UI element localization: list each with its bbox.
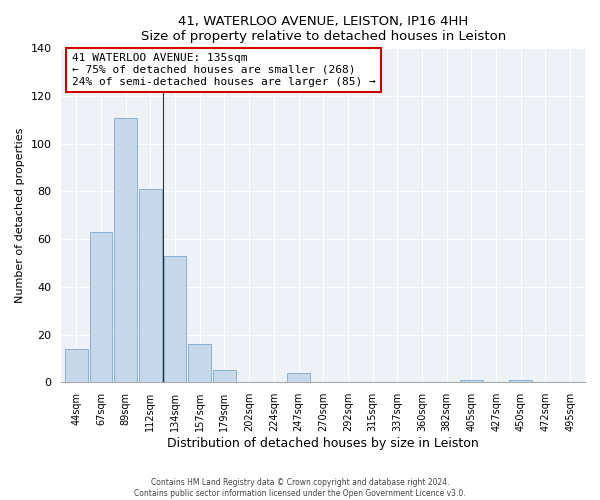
Y-axis label: Number of detached properties: Number of detached properties bbox=[15, 128, 25, 303]
Bar bbox=[65, 349, 88, 382]
Bar bbox=[139, 189, 161, 382]
Text: 41 WATERLOO AVENUE: 135sqm
← 75% of detached houses are smaller (268)
24% of sem: 41 WATERLOO AVENUE: 135sqm ← 75% of deta… bbox=[72, 54, 376, 86]
Text: Contains HM Land Registry data © Crown copyright and database right 2024.
Contai: Contains HM Land Registry data © Crown c… bbox=[134, 478, 466, 498]
Bar bbox=[460, 380, 483, 382]
Bar bbox=[164, 256, 187, 382]
X-axis label: Distribution of detached houses by size in Leiston: Distribution of detached houses by size … bbox=[167, 437, 479, 450]
Title: 41, WATERLOO AVENUE, LEISTON, IP16 4HH
Size of property relative to detached hou: 41, WATERLOO AVENUE, LEISTON, IP16 4HH S… bbox=[140, 15, 506, 43]
Bar bbox=[213, 370, 236, 382]
Bar bbox=[287, 373, 310, 382]
Bar bbox=[188, 344, 211, 383]
Bar bbox=[114, 118, 137, 382]
Bar bbox=[89, 232, 112, 382]
Bar bbox=[509, 380, 532, 382]
